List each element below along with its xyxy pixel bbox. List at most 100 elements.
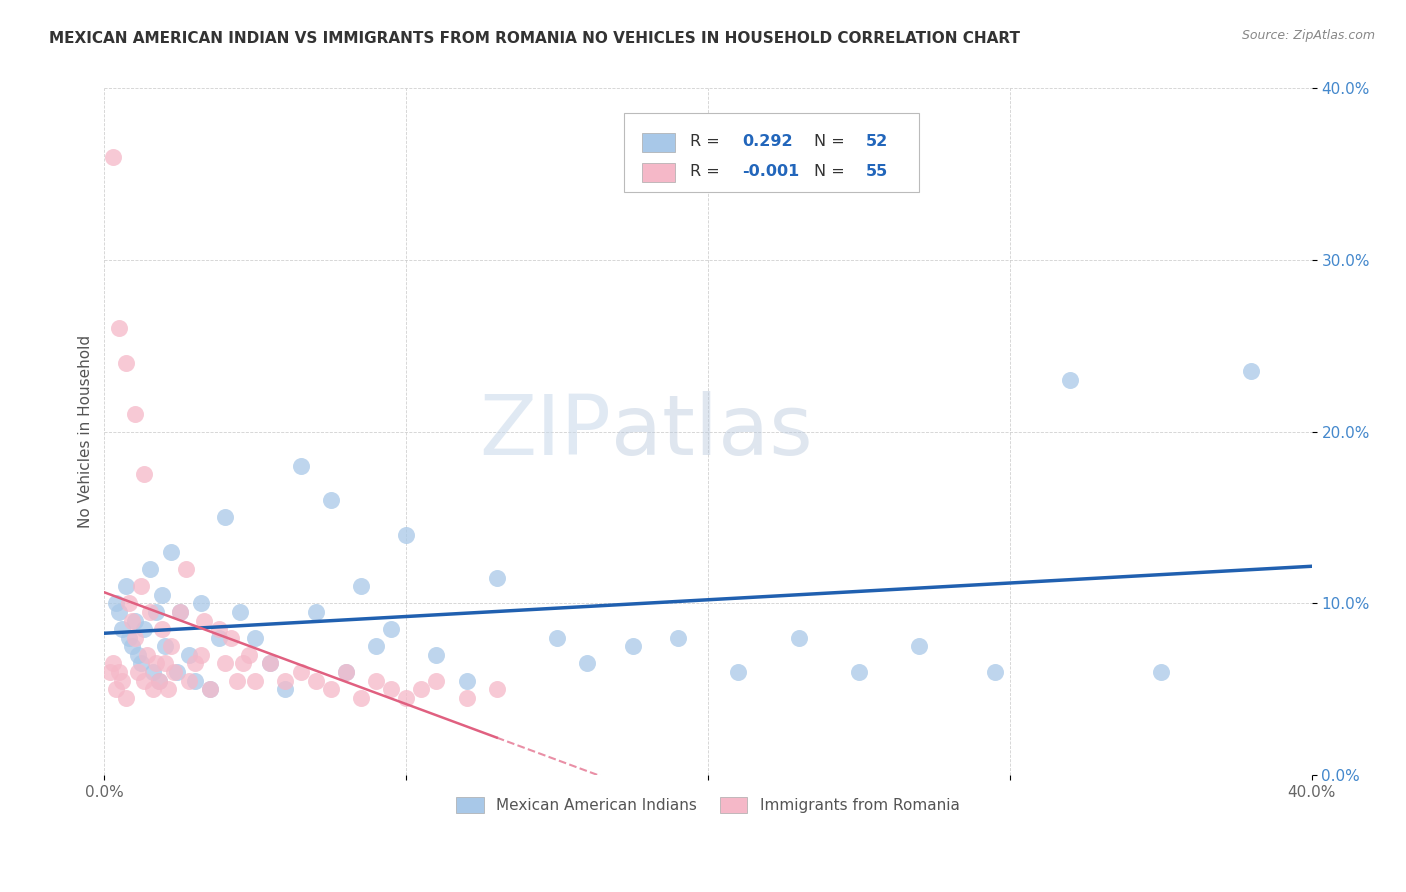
Point	[129, 657, 152, 671]
Point	[145, 657, 167, 671]
Point	[103, 150, 125, 164]
Point	[105, 596, 128, 610]
Point	[208, 622, 231, 636]
Point	[485, 682, 508, 697]
Point	[305, 673, 328, 688]
Text: 52: 52	[866, 134, 889, 149]
Y-axis label: No Vehicles in Household: No Vehicles in Household	[79, 335, 93, 528]
Point	[364, 673, 387, 688]
Point	[108, 665, 131, 679]
Point	[135, 648, 157, 662]
Point	[485, 570, 508, 584]
Point	[169, 605, 191, 619]
Point	[245, 631, 267, 645]
Point	[132, 467, 155, 482]
Point	[190, 596, 212, 610]
Point	[114, 579, 136, 593]
Point	[190, 648, 212, 662]
Point	[177, 673, 200, 688]
Point	[145, 605, 167, 619]
Point	[1059, 373, 1081, 387]
Point	[214, 657, 236, 671]
Point	[259, 657, 281, 671]
Point	[124, 631, 146, 645]
Point	[142, 682, 165, 697]
Point	[166, 665, 188, 679]
Point	[908, 640, 931, 654]
Point	[148, 673, 170, 688]
Point	[411, 682, 433, 697]
Text: MEXICAN AMERICAN INDIAN VS IMMIGRANTS FROM ROMANIA NO VEHICLES IN HOUSEHOLD CORR: MEXICAN AMERICAN INDIAN VS IMMIGRANTS FR…	[49, 31, 1021, 46]
Point	[138, 562, 160, 576]
Point	[380, 622, 402, 636]
Text: 55: 55	[866, 164, 889, 179]
Point	[117, 631, 139, 645]
Point	[121, 614, 143, 628]
Text: ZIP: ZIP	[479, 391, 612, 472]
Text: R =: R =	[690, 164, 725, 179]
Point	[666, 631, 689, 645]
Point	[177, 648, 200, 662]
Point	[1150, 665, 1173, 679]
Text: -0.001: -0.001	[742, 164, 799, 179]
Point	[335, 665, 357, 679]
Point	[621, 640, 644, 654]
Point	[395, 527, 418, 541]
Point	[127, 665, 149, 679]
Point	[132, 622, 155, 636]
Point	[132, 673, 155, 688]
FancyBboxPatch shape	[623, 113, 920, 193]
Point	[163, 665, 186, 679]
Point	[108, 321, 131, 335]
Point	[193, 614, 215, 628]
Point	[114, 690, 136, 705]
Point	[169, 605, 191, 619]
Point	[229, 605, 252, 619]
FancyBboxPatch shape	[641, 133, 675, 152]
Point	[142, 665, 165, 679]
Point	[129, 579, 152, 593]
Legend: Mexican American Indians, Immigrants from Romania: Mexican American Indians, Immigrants fro…	[450, 791, 966, 819]
Point	[380, 682, 402, 697]
Point	[1240, 364, 1263, 378]
Point	[848, 665, 870, 679]
Text: R =: R =	[690, 134, 725, 149]
Point	[335, 665, 357, 679]
Point	[350, 690, 373, 705]
Point	[184, 673, 207, 688]
Point	[727, 665, 749, 679]
Point	[232, 657, 254, 671]
Point	[108, 605, 131, 619]
Point	[156, 682, 179, 697]
Point	[174, 562, 197, 576]
Point	[103, 657, 125, 671]
Point	[319, 493, 342, 508]
Point	[259, 657, 281, 671]
Point	[364, 640, 387, 654]
Point	[159, 545, 181, 559]
Point	[576, 657, 599, 671]
Point	[219, 631, 242, 645]
Point	[546, 631, 568, 645]
Point	[214, 510, 236, 524]
Point	[208, 631, 231, 645]
Text: N =: N =	[814, 134, 851, 149]
Point	[226, 673, 249, 688]
Point	[153, 657, 176, 671]
Point	[150, 622, 173, 636]
Text: N =: N =	[814, 164, 851, 179]
Text: atlas: atlas	[612, 391, 813, 472]
Point	[150, 588, 173, 602]
Point	[395, 690, 418, 705]
Point	[425, 673, 447, 688]
Point	[100, 665, 122, 679]
Point	[350, 579, 373, 593]
Point	[290, 665, 312, 679]
Point	[117, 596, 139, 610]
Point	[114, 356, 136, 370]
Point	[238, 648, 260, 662]
Point	[184, 657, 207, 671]
Point	[148, 673, 170, 688]
Point	[111, 673, 134, 688]
Point	[274, 673, 297, 688]
